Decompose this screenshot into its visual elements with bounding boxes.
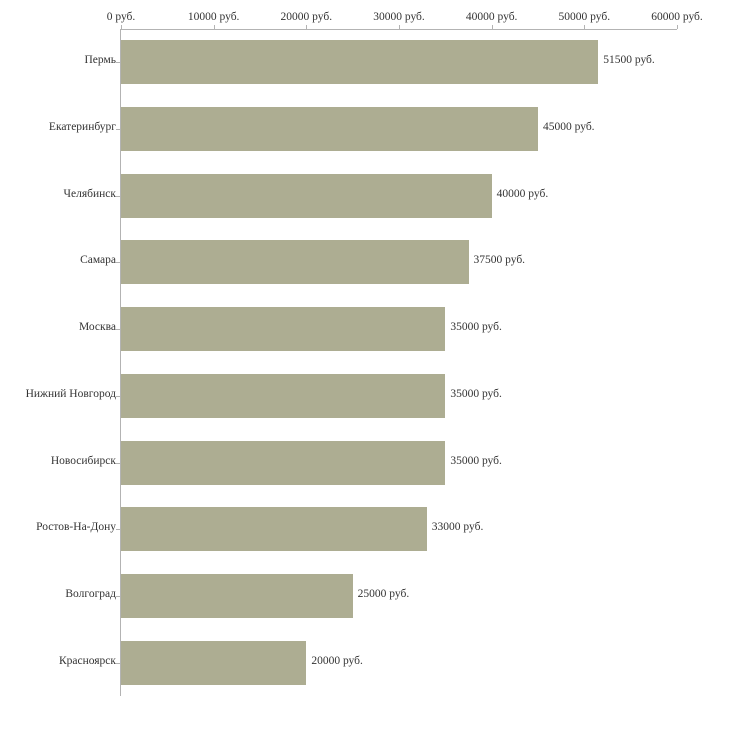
y-tick-label: Ростов-На-Дону xyxy=(36,521,116,534)
x-tick-mark xyxy=(677,25,678,29)
bar-value-label: 20000 руб. xyxy=(311,654,363,667)
y-axis-line xyxy=(120,29,121,696)
y-tick-label: Челябинск xyxy=(63,187,116,200)
bar-value-label: 45000 руб. xyxy=(543,121,595,134)
bar[interactable] xyxy=(121,40,599,85)
y-tick-mark xyxy=(116,195,120,197)
x-tick-mark xyxy=(584,25,586,29)
y-tick-mark xyxy=(116,462,120,464)
bar-value-label: 51500 руб. xyxy=(603,54,655,67)
x-axis-line xyxy=(120,29,677,30)
x-tick-label: 0 руб. xyxy=(106,11,136,23)
y-tick-label: Самара xyxy=(80,254,116,267)
x-tick-label: 60000 руб. xyxy=(651,11,703,23)
x-tick-mark xyxy=(491,25,493,29)
y-tick-mark xyxy=(116,395,120,397)
bar-value-label: 37500 руб. xyxy=(473,254,526,267)
bar[interactable] xyxy=(121,507,427,552)
bar[interactable] xyxy=(121,173,492,218)
y-tick-mark xyxy=(116,129,120,131)
bar[interactable] xyxy=(121,573,353,618)
x-tick-mark xyxy=(121,25,122,29)
x-tick-label: 30000 руб. xyxy=(373,11,425,23)
y-tick-label: Пермь xyxy=(84,54,116,67)
y-tick-label: Красноярск xyxy=(58,654,116,667)
x-tick-label: 20000 руб. xyxy=(280,11,333,23)
y-tick-mark xyxy=(116,529,120,531)
x-tick-mark xyxy=(213,25,215,29)
bar-value-label: 25000 руб. xyxy=(357,587,410,600)
y-tick-label: Волгоград xyxy=(65,587,116,600)
y-tick-mark xyxy=(116,662,120,664)
bar-value-label: 35000 руб. xyxy=(450,454,502,467)
bar[interactable] xyxy=(121,307,446,352)
y-tick-label: Нижний Новгород xyxy=(25,387,116,400)
bar[interactable] xyxy=(121,240,469,285)
y-tick-mark xyxy=(116,329,120,331)
bar-value-label: 35000 руб. xyxy=(450,387,502,400)
y-tick-label: Москва xyxy=(78,321,116,334)
x-tick-mark xyxy=(399,25,400,29)
bar[interactable] xyxy=(121,107,538,152)
y-tick-mark xyxy=(116,62,120,64)
y-tick-label: Новосибирск xyxy=(50,454,116,467)
y-tick-label: Екатеринбург xyxy=(48,121,116,134)
x-tick-label: 50000 руб. xyxy=(558,11,611,23)
y-tick-mark xyxy=(116,595,120,597)
y-tick-mark xyxy=(116,262,120,264)
bar-value-label: 33000 руб. xyxy=(431,521,484,534)
x-tick-label: 40000 руб. xyxy=(465,11,518,23)
x-tick-label: 10000 руб. xyxy=(187,11,240,23)
bar-value-label: 35000 руб. xyxy=(450,321,502,334)
bar-value-label: 40000 руб. xyxy=(496,187,549,200)
bar[interactable] xyxy=(121,440,446,485)
bar[interactable] xyxy=(121,373,446,418)
bar[interactable] xyxy=(121,640,307,685)
x-tick-mark xyxy=(306,25,308,29)
